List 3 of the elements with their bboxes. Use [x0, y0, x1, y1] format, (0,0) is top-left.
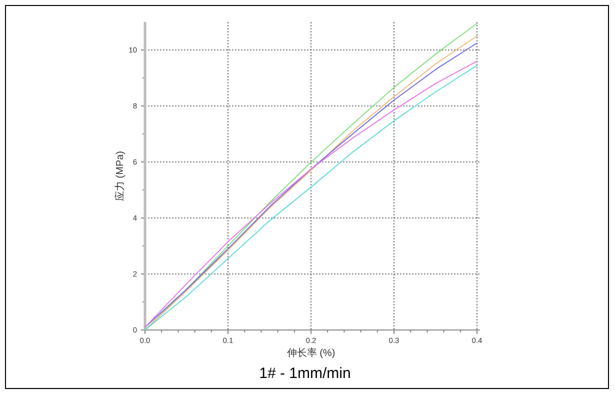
- y-axis-title: 应力 (MPa): [114, 151, 126, 201]
- text: 1# - 1mm/min: [259, 365, 351, 382]
- x-axis-title: 伸长率 (%): [286, 347, 336, 359]
